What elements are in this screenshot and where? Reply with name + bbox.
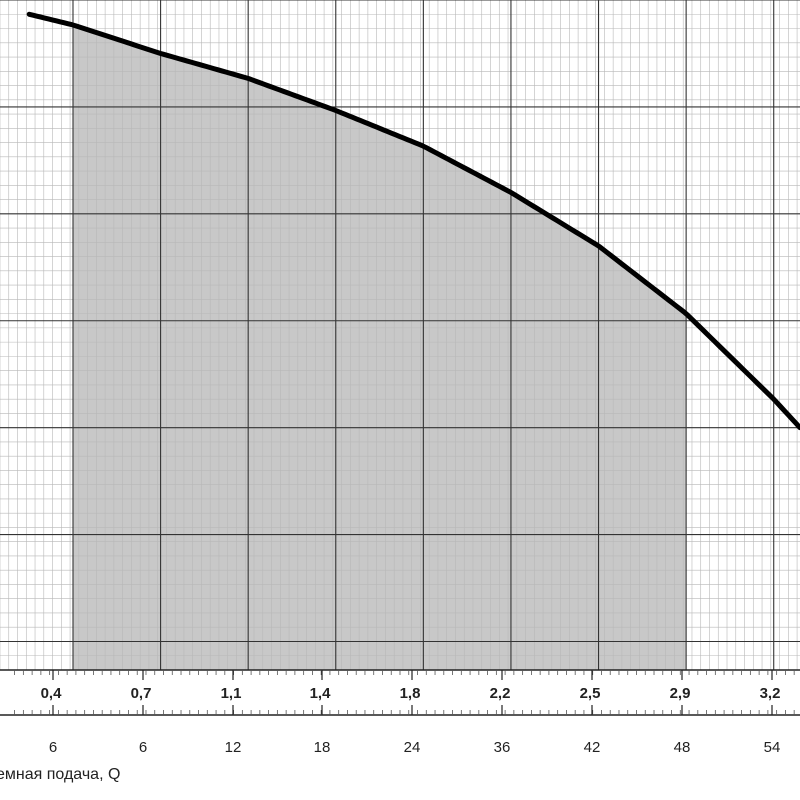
- x-tick-label-bottom: 6: [139, 739, 147, 756]
- x-tick-label-bottom: 18: [314, 739, 331, 756]
- series-layer: [26, 11, 800, 431]
- pump-curve-line: [26, 11, 800, 431]
- x-tick-label-top: 3,2: [760, 685, 781, 702]
- x-tick-label-top: 1,4: [310, 685, 332, 702]
- x-tick-label-top: 0,7: [131, 685, 152, 702]
- x-tick-label-bottom: 24: [404, 739, 421, 756]
- x-axis: [0, 669, 800, 716]
- x-tick-label-bottom: 6: [49, 739, 57, 756]
- x-axis-label: емная подача, Q: [0, 766, 120, 783]
- x-tick-label-top: 2,9: [670, 685, 691, 702]
- working-range-area: [72, 24, 687, 670]
- x-tick-label-bottom: 48: [674, 739, 691, 756]
- x-tick-label-top: 2,2: [490, 685, 511, 702]
- x-tick-label-top: 2,5: [580, 685, 601, 702]
- grid: [0, 0, 800, 671]
- x-tick-label-top: 1,1: [221, 685, 242, 702]
- x-tick-label-bottom: 54: [764, 739, 781, 756]
- shaded-region: [72, 24, 687, 670]
- tick-labels: 0,4 0,7 1,1 1,4 1,8 2,2 2,5 2,9 3,2 6 6 12 18 24 36 42 4…: [41, 685, 781, 756]
- x-tick-label-top: 0,4: [41, 685, 63, 702]
- x-tick-label-bottom: 36: [494, 739, 511, 756]
- x-tick-label-top: 1,8: [400, 685, 421, 702]
- x-tick-label-bottom: 12: [225, 739, 242, 756]
- x-tick-label-bottom: 42: [584, 739, 601, 756]
